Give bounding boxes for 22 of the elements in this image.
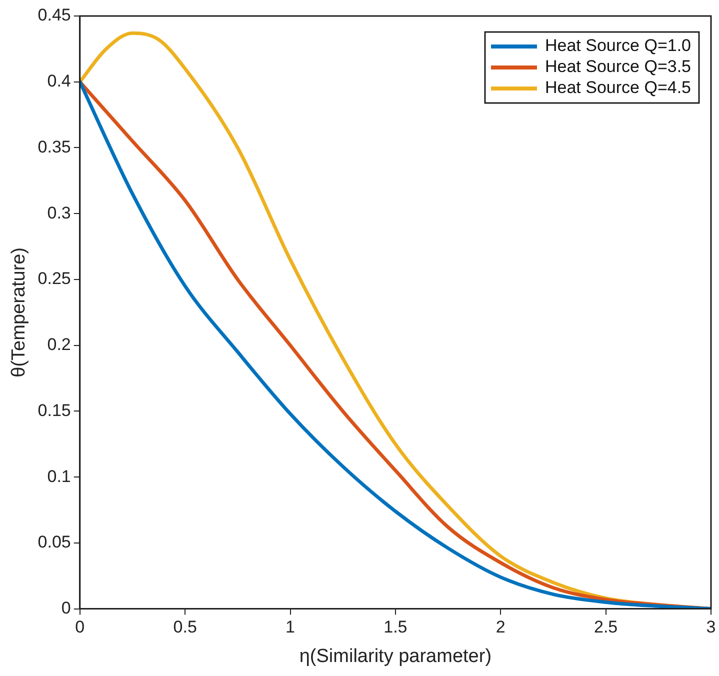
- x-tick-label: 1.5: [384, 618, 408, 637]
- y-tick-label: 0.1: [47, 466, 71, 486]
- y-tick-label: 0.4: [47, 72, 71, 91]
- legend-label: Heat Source Q=3.5: [545, 57, 692, 76]
- legend-label: Heat Source Q=4.5: [545, 78, 692, 98]
- y-tick-label: 0.05: [38, 532, 71, 552]
- y-tick-label: 0.2: [47, 335, 71, 354]
- x-tick-label: 2: [496, 618, 506, 637]
- y-tick-label: 0.15: [38, 400, 71, 420]
- y-tick-label: 0: [61, 598, 71, 618]
- x-tick-label: 3: [706, 618, 716, 637]
- legend-label: Heat Source Q=1.0: [545, 36, 692, 56]
- y-axis-title: θ(Temperature): [8, 247, 30, 378]
- x-tick-label: 1: [286, 618, 295, 637]
- x-axis-title: η(Similarity parameter): [299, 646, 492, 667]
- y-tick-label: 0.3: [47, 203, 71, 222]
- y-tick-label: 0.25: [38, 269, 71, 288]
- x-tick-label: 0.5: [173, 618, 197, 637]
- y-tick-label: 0.45: [38, 6, 71, 25]
- x-tick-label: 0: [75, 618, 85, 637]
- x-tick-label: 2.5: [594, 618, 618, 637]
- y-tick-label: 0.35: [38, 137, 71, 156]
